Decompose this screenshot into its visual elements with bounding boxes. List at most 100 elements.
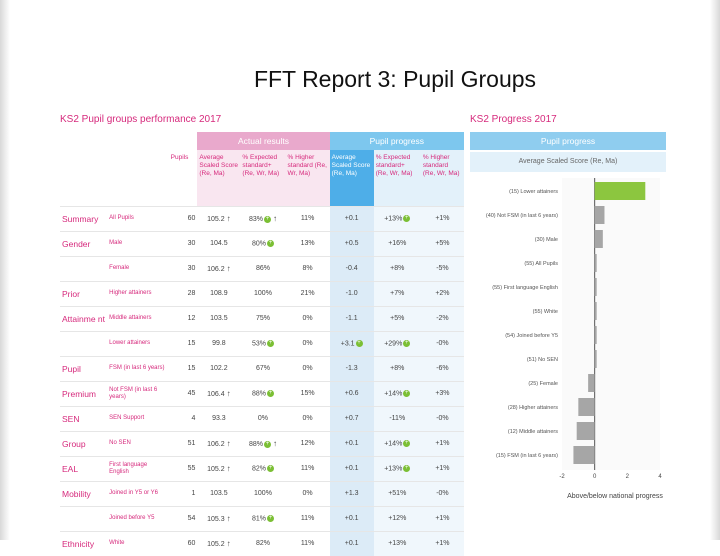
row-group: Ethnicity — [60, 530, 108, 556]
cell-high-value: 0% — [302, 340, 313, 347]
cell-progress-avg: -1.1 — [329, 305, 374, 331]
col-header-avg: Average Scaled Score (Re, Ma) — [197, 150, 241, 206]
row-subgroup: Middle attainers — [107, 305, 169, 331]
cell-progress-avg: +0.1 — [329, 455, 374, 481]
cell-high-value: 0% — [302, 415, 313, 422]
row-subgroup: Joined in Y5 or Y6 — [107, 480, 169, 506]
cell-exp: 75% — [240, 305, 286, 331]
above-national-icon: + — [266, 389, 274, 397]
cell-progress-high-value: +1% — [435, 215, 450, 222]
cell-high-value: 8% — [302, 265, 313, 272]
cell-avg: 105.3 ↑ — [197, 505, 241, 531]
cell-avg: 103.5 — [197, 305, 241, 331]
cell-progress-exp-value: +13% — [384, 215, 403, 223]
table-body: Summary All Pupils 60 105.2 ↑ 83% + ↑ 11% +0.1 +13… — [60, 205, 464, 556]
progress-bar — [594, 326, 597, 344]
cell-exp-value: 0% — [257, 415, 269, 422]
cell-progress-avg-value: +0.1 — [344, 440, 359, 447]
x-tick-label: -2 — [559, 474, 565, 480]
row-subgroup-value: Higher attainers — [109, 290, 152, 296]
cell-avg: 105.2 ↑ — [197, 530, 241, 556]
row-subgroup: White — [107, 530, 169, 556]
cell-progress-high: +3% — [420, 380, 464, 406]
above-national-icon: + — [403, 464, 411, 472]
cell-progress-exp-value: +13% — [384, 465, 403, 473]
row-subgroup-value: No SEN — [109, 440, 131, 446]
cell-high-value: 0% — [302, 490, 313, 497]
row-group: Mobility — [60, 480, 108, 506]
cell-high: 0% — [285, 330, 330, 356]
cell-avg-value: 108.9 — [210, 290, 228, 297]
cell-progress-exp-value: +51% — [388, 490, 407, 497]
cell-avg: 105.2 ↑ — [197, 455, 241, 481]
cell-pupils-value: 45 — [187, 390, 196, 397]
cell-progress-avg-value: -0.4 — [345, 265, 358, 272]
cell-pupils-value: 1 — [191, 490, 196, 497]
cell-pupils-value: 60 — [187, 540, 196, 548]
cell-progress-avg-value: +0.1 — [344, 465, 359, 472]
row-subgroup: FSM (in last 6 years) — [107, 355, 169, 381]
cell-high: 8% — [285, 255, 330, 281]
cell-progress-avg-value: -1.0 — [345, 290, 358, 297]
cell-progress-exp: +7% — [373, 280, 421, 306]
cell-high-value: 12% — [300, 440, 315, 447]
category-label: (55) All Pupils — [524, 261, 558, 267]
cell-progress-avg-value: +0.1 — [344, 540, 359, 548]
col-header-high: % Higher standard (Re, Wr, Ma) — [285, 150, 330, 206]
table-row: Lower attainers 15 99.8 53% +0% +3.1 + +29% + -0% — [60, 330, 464, 356]
cell-progress-avg-value: -1.3 — [345, 365, 358, 372]
cell-pupils-value: 55 — [187, 465, 196, 472]
cell-exp-value: 82% — [255, 540, 270, 548]
category-label: (30) Male — [535, 237, 558, 243]
cell-progress-avg-value: +1.3 — [344, 490, 359, 497]
table-row: Ethnicity White 60 105.2 ↑ 82% 11% +0.1 +13% +1% — [60, 530, 464, 556]
cell-progress-avg-value: +3.1 — [340, 340, 355, 348]
cell-exp: 100% — [240, 280, 286, 306]
cell-exp-value: 81% — [251, 515, 266, 523]
cell-pupils: 60 — [168, 205, 198, 231]
category-label: (55) First language English — [492, 285, 558, 291]
cell-exp-value: 67% — [255, 365, 270, 372]
cell-progress-avg: +0.1 — [329, 430, 374, 456]
row-subgroup-value: All Pupils — [109, 215, 134, 221]
cell-avg-value: 105.3 — [207, 516, 225, 523]
cell-progress-avg: -1.0 — [329, 280, 374, 306]
progress-bar — [594, 182, 646, 200]
cell-progress-exp: +13% + — [373, 455, 421, 481]
cell-progress-exp: +16% — [373, 230, 421, 256]
cell-exp: 81% + — [240, 505, 286, 531]
cell-progress-exp-value: +12% — [388, 515, 407, 522]
cell-high: 21% — [285, 280, 330, 306]
category-label: (54) Joined before Y5 — [505, 333, 558, 339]
cell-exp: 82% — [240, 530, 286, 556]
cell-pupils-value: 4 — [191, 415, 196, 422]
row-subgroup: Joined before Y5 — [107, 505, 169, 531]
cell-high: 12% — [285, 430, 330, 456]
progress-bar — [594, 278, 597, 296]
row-subgroup: SEN Support — [107, 405, 169, 431]
cell-progress-avg-value: -1.1 — [345, 315, 358, 322]
slide-shadow-right — [710, 0, 720, 540]
cell-progress-exp-value: +16% — [388, 240, 407, 247]
row-subgroup-value: FSM (in last 6 years) — [109, 365, 165, 371]
row-group: Gender — [60, 230, 108, 256]
progress-chart-panel: KS2 Progress 2017 Pupil progress Average… — [470, 114, 666, 522]
up-arrow-icon: ↑ — [226, 464, 231, 473]
table-row: Attainme nt Middle attainers 12 103.5 75% 0% -… — [60, 305, 464, 331]
groups-performance-panel: KS2 Pupil groups performance 2017 Actual… — [60, 114, 464, 556]
cell-progress-exp: +29% + — [373, 330, 421, 356]
cell-progress-avg: +0.7 — [329, 405, 374, 431]
progress-bar — [594, 206, 605, 224]
row-subgroup-value: White — [109, 540, 125, 547]
cell-high: 0% — [285, 405, 330, 431]
cell-exp-value: 83% — [248, 216, 263, 223]
row-subgroup: All Pupils — [107, 205, 169, 231]
cell-exp-value: 86% — [255, 265, 270, 272]
cell-pupils: 60 — [168, 530, 198, 556]
table-row: Gender Male 30 104.5 80% +13% +0.5 +16% +5% — [60, 230, 464, 256]
cell-high-value: 21% — [300, 290, 315, 297]
table-row: Summary All Pupils 60 105.2 ↑ 83% + ↑ 11% +0.1 +13… — [60, 205, 464, 231]
row-subgroup-value: Lower attainers — [109, 340, 151, 346]
column-headers: Pupils Average Scaled Score (Re, Ma) % E… — [60, 150, 464, 206]
cell-pupils-value: 51 — [187, 440, 196, 447]
